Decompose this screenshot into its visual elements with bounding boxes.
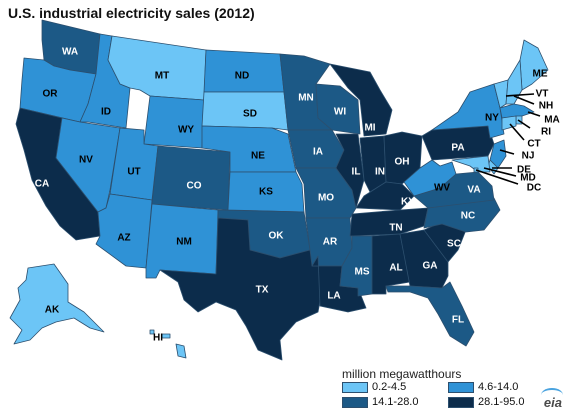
- state-label-nj: NJ: [522, 151, 535, 162]
- small-state-leader-lines: [475, 93, 541, 185]
- state-label-nh: NH: [539, 101, 553, 112]
- state-label-ks: KS: [259, 187, 273, 198]
- state-label-pa: PA: [451, 143, 464, 154]
- legend-label: 4.6-14.0: [478, 381, 519, 393]
- state-label-mi: MI: [364, 123, 375, 134]
- legend-label: 14.1-28.0: [372, 396, 419, 408]
- state-KS: [227, 171, 305, 213]
- state-WI: [315, 83, 361, 135]
- state-label-id: ID: [101, 107, 111, 118]
- legend-swatch: [448, 381, 474, 393]
- state-label-wv: WV: [434, 183, 450, 194]
- state-label-ct: CT: [527, 139, 540, 150]
- state-IN: [359, 135, 387, 193]
- legend-item: 28.1-95.0: [448, 396, 524, 408]
- state-label-wi: WI: [334, 107, 346, 118]
- state-label-tn: TN: [389, 223, 402, 234]
- state-label-al: AL: [389, 263, 402, 274]
- state-label-va: VA: [467, 185, 480, 196]
- state-label-sd: SD: [243, 109, 257, 120]
- state-MI: [329, 63, 393, 137]
- state-label-nm: NM: [176, 237, 192, 248]
- state-label-nc: NC: [461, 211, 475, 222]
- state-TX: [159, 217, 323, 361]
- state-label-fl: FL: [452, 315, 464, 326]
- state-label-ms: MS: [355, 267, 370, 278]
- state-label-md: MD: [520, 173, 536, 184]
- state-WV: [403, 159, 457, 197]
- state-label-dc: DC: [527, 183, 541, 194]
- state-label-sc: SC: [447, 239, 461, 250]
- eia-logo: eia: [540, 388, 563, 410]
- state-label-vt: VT: [536, 89, 549, 100]
- state-ME: [519, 39, 549, 91]
- state-label-de: DE: [517, 165, 531, 176]
- state-label-ut: UT: [127, 167, 140, 178]
- state-FL: [385, 281, 475, 347]
- state-label-ri: RI: [541, 127, 551, 138]
- state-label-nd: ND: [235, 71, 249, 82]
- legend-item: 4.6-14.0: [448, 381, 518, 393]
- state-label-ak: AK: [45, 305, 60, 316]
- state-label-in: IN: [375, 167, 385, 178]
- state-label-ia: IA: [313, 147, 323, 158]
- legend-label: 28.1-95.0: [478, 396, 525, 408]
- state-label-tx: TX: [256, 285, 269, 296]
- state-label-ok: OK: [269, 231, 285, 242]
- state-label-mo: MO: [318, 193, 334, 204]
- map-title: U.S. industrial electricity sales (2012): [8, 5, 255, 21]
- state-label-hi: HI: [153, 333, 163, 344]
- state-label-mn: MN: [298, 93, 314, 104]
- state-HI: [149, 329, 187, 359]
- state-label-wy: WY: [178, 125, 194, 136]
- state-label-wa: WA: [62, 47, 78, 58]
- state-label-ma: MA: [544, 115, 560, 126]
- state-label-nv: NV: [79, 155, 93, 166]
- state-SD: [201, 91, 289, 131]
- state-AK: [9, 263, 105, 345]
- legend-label: 0.2-4.5: [372, 381, 407, 393]
- state-label-ar: AR: [323, 237, 338, 248]
- state-label-co: CO: [187, 181, 202, 192]
- state-NJ: [489, 139, 507, 169]
- legend-title: million megawatthours: [342, 367, 462, 381]
- state-label-ky: KY: [401, 197, 415, 208]
- state-label-az: AZ: [117, 233, 130, 244]
- state-label-la: LA: [327, 291, 340, 302]
- eia-logo-arc: [540, 388, 563, 402]
- state-label-il: IL: [352, 167, 361, 178]
- legend-item: 0.2-4.5: [342, 381, 406, 393]
- state-WY: [143, 95, 205, 149]
- legend-item: 14.1-28.0: [342, 396, 418, 408]
- state-IL: [335, 133, 365, 209]
- legend-swatch: [448, 396, 474, 408]
- state-label-ny: NY: [485, 113, 499, 124]
- legend-swatch: [342, 396, 368, 408]
- state-label-mt: MT: [155, 71, 169, 82]
- legend-swatch: [342, 381, 368, 393]
- state-label-oh: OH: [395, 157, 410, 168]
- state-CO: [151, 145, 231, 211]
- state-label-ne: NE: [251, 151, 265, 162]
- state-label-or: OR: [43, 89, 59, 100]
- state-NV: [55, 117, 121, 213]
- state-label-me: ME: [533, 69, 548, 80]
- state-label-ga: GA: [423, 261, 438, 272]
- state-label-ca: CA: [35, 179, 49, 190]
